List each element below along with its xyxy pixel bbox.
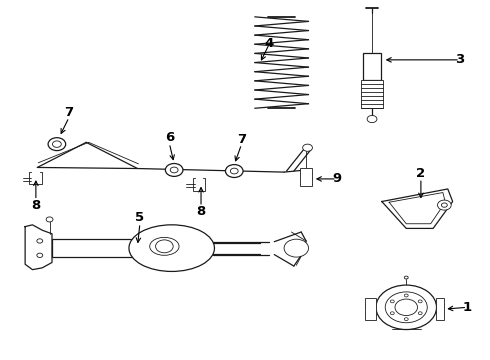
Circle shape [52, 141, 61, 147]
Circle shape [418, 312, 422, 315]
Bar [436, 298, 444, 320]
Ellipse shape [129, 225, 215, 271]
Circle shape [376, 285, 437, 329]
Circle shape [404, 294, 408, 297]
Bar [365, 298, 376, 320]
Circle shape [385, 292, 427, 323]
Circle shape [156, 240, 173, 253]
Text: 5: 5 [135, 211, 145, 224]
Circle shape [404, 318, 408, 320]
Circle shape [367, 116, 377, 123]
Text: 1: 1 [463, 301, 472, 314]
Bar [300, 168, 312, 186]
Bar [363, 53, 381, 80]
Circle shape [391, 300, 394, 303]
Circle shape [404, 276, 408, 279]
Circle shape [170, 167, 178, 173]
Circle shape [165, 163, 183, 176]
Bar [52, 239, 140, 257]
Text: 7: 7 [65, 106, 74, 119]
Bar [361, 80, 383, 108]
Circle shape [441, 203, 447, 207]
Text: 3: 3 [455, 53, 465, 66]
Circle shape [303, 144, 313, 151]
Text: 9: 9 [332, 172, 342, 185]
Circle shape [438, 200, 451, 210]
Circle shape [37, 239, 43, 243]
Circle shape [395, 299, 417, 316]
Circle shape [418, 300, 422, 303]
Text: 2: 2 [416, 167, 425, 180]
Circle shape [230, 168, 238, 174]
Ellipse shape [150, 237, 179, 255]
Circle shape [284, 239, 309, 257]
Circle shape [391, 312, 394, 315]
Circle shape [225, 165, 243, 177]
Text: 8: 8 [31, 199, 41, 212]
Text: 6: 6 [165, 131, 174, 144]
Circle shape [37, 253, 43, 257]
Text: 8: 8 [196, 205, 206, 218]
Text: 4: 4 [265, 37, 274, 50]
Circle shape [46, 217, 53, 222]
Circle shape [48, 138, 66, 150]
Text: 7: 7 [237, 133, 246, 146]
